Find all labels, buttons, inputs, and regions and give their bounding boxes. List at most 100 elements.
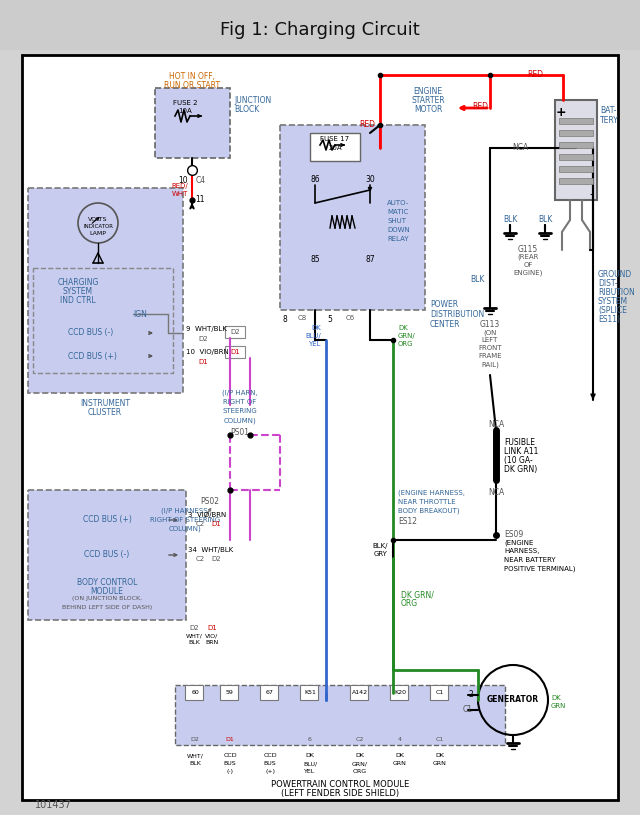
Text: MATIC: MATIC <box>387 209 408 215</box>
Text: BLK: BLK <box>538 215 552 224</box>
Text: ES11): ES11) <box>598 315 620 324</box>
Bar <box>390 685 408 700</box>
Text: ENGINE: ENGINE <box>413 87 443 96</box>
Text: YEL: YEL <box>308 341 321 347</box>
Text: IND CTRL: IND CTRL <box>60 296 96 305</box>
Text: BODY BREAKOUT): BODY BREAKOUT) <box>398 508 460 514</box>
Text: 87: 87 <box>365 255 375 264</box>
Text: DK GRN): DK GRN) <box>504 465 537 474</box>
Text: K51: K51 <box>304 689 316 694</box>
Text: BLK: BLK <box>188 640 200 645</box>
Text: WHT/: WHT/ <box>186 633 202 638</box>
Text: YEL: YEL <box>305 769 316 774</box>
Text: C6: C6 <box>346 315 355 321</box>
Text: 101437: 101437 <box>35 800 72 810</box>
Text: 20A: 20A <box>328 145 342 151</box>
Text: 3  VIO/BRN: 3 VIO/BRN <box>188 512 227 518</box>
Bar <box>280 125 425 310</box>
Text: GENERATOR: GENERATOR <box>487 695 539 704</box>
Bar <box>559 166 593 172</box>
Text: BODY CONTROL: BODY CONTROL <box>77 578 137 587</box>
Bar <box>300 685 318 700</box>
Text: POWER: POWER <box>430 300 458 309</box>
Text: RELAY: RELAY <box>387 236 408 242</box>
Text: FUSE 2: FUSE 2 <box>173 100 197 106</box>
Bar <box>0 0 640 50</box>
Text: (REAR: (REAR <box>517 254 539 261</box>
Text: -: - <box>589 188 595 201</box>
Text: INDICATOR: INDICATOR <box>83 224 113 229</box>
Text: C2: C2 <box>196 521 205 527</box>
Text: 6: 6 <box>308 737 312 742</box>
Text: GRN: GRN <box>393 761 407 766</box>
Text: RED: RED <box>527 70 543 79</box>
Text: DK: DK <box>398 325 408 331</box>
Text: OF: OF <box>524 262 532 268</box>
Text: CCD BUS (-): CCD BUS (-) <box>68 328 113 337</box>
Bar <box>28 490 186 620</box>
Text: D2: D2 <box>189 625 199 631</box>
Bar <box>559 178 593 184</box>
Text: SHUT: SHUT <box>387 218 406 224</box>
Text: SYSTEM: SYSTEM <box>63 287 93 296</box>
Text: BUS: BUS <box>264 761 276 766</box>
Text: DK: DK <box>311 325 321 331</box>
Bar <box>555 100 597 200</box>
Bar <box>220 685 238 700</box>
Text: FUSE 17: FUSE 17 <box>321 136 349 142</box>
Bar <box>225 326 245 338</box>
Text: TERY: TERY <box>600 116 619 125</box>
Text: DISTRIBUTION: DISTRIBUTION <box>430 310 484 319</box>
Text: INSTRUMENT: INSTRUMENT <box>80 399 130 408</box>
Text: NEAR BATTERY: NEAR BATTERY <box>504 557 556 563</box>
Text: G115: G115 <box>518 245 538 254</box>
Text: 4: 4 <box>398 737 402 742</box>
Bar <box>175 685 505 745</box>
Text: DK GRN/: DK GRN/ <box>401 590 434 599</box>
Text: DK: DK <box>355 753 365 758</box>
Text: NEAR THROTTLE: NEAR THROTTLE <box>398 499 456 505</box>
Text: 86: 86 <box>310 175 320 184</box>
Text: DIST-: DIST- <box>598 279 618 288</box>
Text: (LEFT FENDER SIDE SHIELD): (LEFT FENDER SIDE SHIELD) <box>281 789 399 798</box>
Text: D1: D1 <box>226 737 234 742</box>
Text: RIGHT OF STEERING: RIGHT OF STEERING <box>150 517 220 523</box>
Text: D1: D1 <box>230 349 240 355</box>
Text: STEERING: STEERING <box>223 408 257 414</box>
Text: (I/P HARN,: (I/P HARN, <box>222 390 258 397</box>
Text: POWERTRAIN CONTROL MODULE: POWERTRAIN CONTROL MODULE <box>271 780 409 789</box>
Text: GROUND: GROUND <box>598 270 632 279</box>
Text: RUN OR START: RUN OR START <box>164 81 220 90</box>
Text: GRN: GRN <box>433 761 447 766</box>
Text: JUNCTION: JUNCTION <box>234 96 271 105</box>
Text: SYSTEM: SYSTEM <box>598 297 628 306</box>
Text: CENTER: CENTER <box>430 320 461 329</box>
Bar <box>430 685 448 700</box>
Text: Fig 1: Charging Circuit: Fig 1: Charging Circuit <box>220 21 420 39</box>
Text: BLK: BLK <box>503 215 517 224</box>
Text: +: + <box>556 106 566 119</box>
Text: BLOCK: BLOCK <box>234 105 259 114</box>
Text: D2: D2 <box>191 737 200 742</box>
Bar <box>350 685 368 700</box>
Text: DK: DK <box>551 695 561 701</box>
Text: CLUSTER: CLUSTER <box>88 408 122 417</box>
Text: FRAME: FRAME <box>478 353 502 359</box>
Text: RAIL): RAIL) <box>481 361 499 368</box>
Text: BLK/: BLK/ <box>372 543 388 549</box>
Text: (SPLICE: (SPLICE <box>598 306 627 315</box>
Text: CCD: CCD <box>263 753 277 758</box>
Bar <box>155 88 230 158</box>
Text: 10  VIO/BRN: 10 VIO/BRN <box>186 349 228 355</box>
Text: VIO/: VIO/ <box>205 633 219 638</box>
Text: VOLTS: VOLTS <box>88 217 108 222</box>
Text: ORG: ORG <box>353 769 367 774</box>
Text: RED: RED <box>472 102 488 111</box>
Text: WHT: WHT <box>172 191 188 197</box>
Text: GRN: GRN <box>551 703 566 709</box>
Text: (+): (+) <box>265 769 275 774</box>
Text: DK: DK <box>305 753 314 758</box>
Text: IGN: IGN <box>133 310 147 319</box>
Text: LINK A11: LINK A11 <box>504 447 538 456</box>
Text: D2: D2 <box>198 336 207 342</box>
